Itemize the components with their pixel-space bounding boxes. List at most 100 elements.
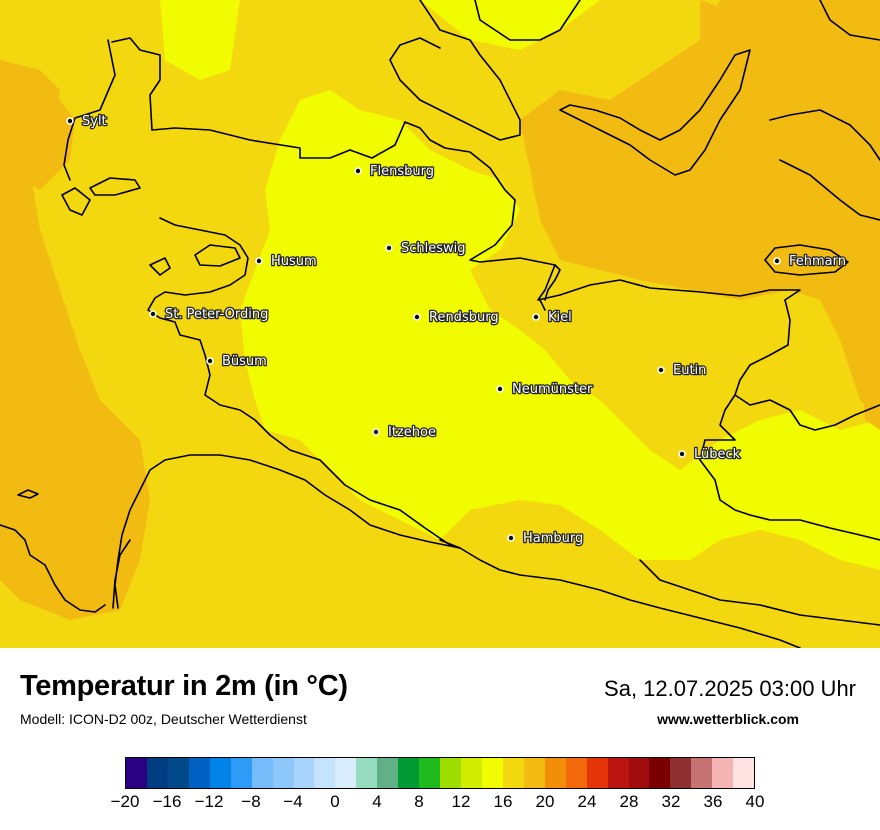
city-neumünster: Neumünster: [496, 381, 594, 398]
coast-east: [734, 299, 880, 431]
legend-tick-label: 20: [535, 792, 555, 811]
legend-swatch: [649, 758, 671, 788]
city-label: Eutin: [673, 363, 706, 378]
city-lübeck: Lübeck: [678, 446, 742, 463]
city-dot: [773, 257, 781, 265]
legend-tick-label: −4: [283, 792, 303, 811]
city-label: Hamburg: [523, 531, 583, 546]
legend-swatch: [586, 758, 608, 788]
legend-swatch: [251, 758, 273, 788]
website-label[interactable]: www.wetterblick.com: [657, 711, 799, 727]
city-label: Kiel: [548, 310, 572, 325]
legend-swatch: [419, 758, 441, 788]
legend-tick-label: −16: [152, 792, 182, 811]
legend-ticks: −20 −16 −12 −8 −4 0 4 8 12 16 20 24 28 32 36 40: [0, 792, 880, 822]
legend-tick-label: 12: [451, 792, 471, 811]
legend-swatch: [628, 758, 650, 788]
city-schleswig: Schleswig: [385, 240, 467, 257]
city-büsum: Büsum: [206, 353, 268, 370]
city-dot: [657, 366, 665, 374]
city-label: Flensburg: [370, 164, 434, 179]
city-husum: Husum: [255, 253, 318, 270]
legend-tick-label: 24: [577, 792, 597, 811]
city-rendsburg: Rendsburg: [413, 309, 500, 326]
legend-swatch: [565, 758, 587, 788]
city-fehmarn: Fehmarn: [773, 253, 847, 270]
temp-band-18-20: [0, 0, 880, 620]
legend-swatch: [146, 758, 168, 788]
city-sylt: Sylt: [66, 113, 108, 130]
legend-swatch: [377, 758, 399, 788]
legend-swatch: [691, 758, 713, 788]
city-dot: [66, 117, 74, 125]
coast-sylt: [63, 37, 161, 181]
legend-swatch: [607, 758, 629, 788]
legend-tick-label: 16: [493, 792, 513, 811]
city-label: Husum: [271, 254, 317, 269]
coast-halligen: [61, 177, 241, 276]
city-label: Lübeck: [694, 447, 741, 462]
legend-swatch: [733, 758, 755, 788]
legend-swatch: [314, 758, 336, 788]
temperature-map: Sylt Flensburg Schleswig Husum Fehmarn St. Pe…: [0, 0, 880, 648]
legend-swatch: [293, 758, 315, 788]
city-dot: [385, 244, 393, 252]
city-dot: [206, 357, 214, 365]
city-label: Fehmarn: [789, 254, 846, 269]
model-subtitle: Modell: ICON-D2 00z, Deutscher Wetterdie…: [20, 711, 307, 727]
city-dot: [496, 385, 504, 393]
city-hamburg: Hamburg: [507, 530, 585, 547]
city-label: Itzehoe: [388, 425, 436, 440]
city-label: Neumünster: [512, 382, 593, 397]
legend-tick-label: 28: [619, 792, 639, 811]
legend-tick-label: 8: [414, 792, 424, 811]
legend-swatch: [126, 758, 147, 788]
city-eutin: Eutin: [657, 362, 708, 379]
forecast-datetime: Sa, 12.07.2025 03:00 Uhr: [604, 676, 856, 701]
city-dot: [678, 450, 686, 458]
city-label: Rendsburg: [429, 310, 499, 325]
coast-kiel-fjord: [539, 264, 561, 311]
coast-husum-bay: [147, 217, 461, 549]
city-flensburg: Flensburg: [354, 163, 435, 180]
legend-swatch: [461, 758, 482, 788]
coast-north-3: [769, 0, 880, 221]
legend-tick-label: 0: [330, 792, 340, 811]
legend-tick-label: −20: [110, 792, 140, 811]
city-label: Büsum: [222, 354, 267, 369]
city-st-peter-ording: St. Peter-Ording: [149, 306, 270, 323]
legend-swatch: [209, 758, 231, 788]
coast-north-2: [559, 49, 751, 176]
legend-swatch: [398, 758, 420, 788]
coast-luebeck-bay: [699, 394, 880, 541]
legend-tick-label: −12: [194, 792, 224, 811]
city-label: Schleswig: [401, 241, 466, 256]
coast-fehmarn: [764, 244, 849, 276]
legend-swatch: [712, 758, 734, 788]
coastlines: [0, 0, 880, 648]
legend-tick-label: 36: [703, 792, 723, 811]
city-kiel: Kiel: [532, 309, 573, 326]
city-label: St. Peter-Ording: [165, 307, 268, 322]
city-dot: [372, 428, 380, 436]
legend-swatch: [272, 758, 294, 788]
coast-elbe-hamburg: [439, 539, 801, 648]
legend-swatch: [502, 758, 524, 788]
legend-swatch: [188, 758, 210, 788]
city-dot: [532, 313, 540, 321]
legend-swatch: [356, 758, 378, 788]
legend-swatch: [481, 758, 503, 788]
chart-title: Temperatur in 2m (in °C): [20, 670, 348, 702]
coast-north-islands: [389, 0, 581, 141]
legend-swatch: [335, 758, 357, 788]
legend-swatch: [230, 758, 252, 788]
legend-swatch: [523, 758, 545, 788]
city-dot: [255, 257, 263, 265]
coast-small-islet: [17, 489, 39, 499]
legend-tick-label: 40: [745, 792, 765, 811]
coast-flensburg-fjord: [349, 121, 801, 301]
city-dot: [507, 534, 515, 542]
city-label: Sylt: [82, 114, 107, 129]
city-markers: Sylt Flensburg Schleswig Husum Fehmarn St. Pe…: [66, 113, 847, 547]
color-legend: [125, 757, 755, 789]
